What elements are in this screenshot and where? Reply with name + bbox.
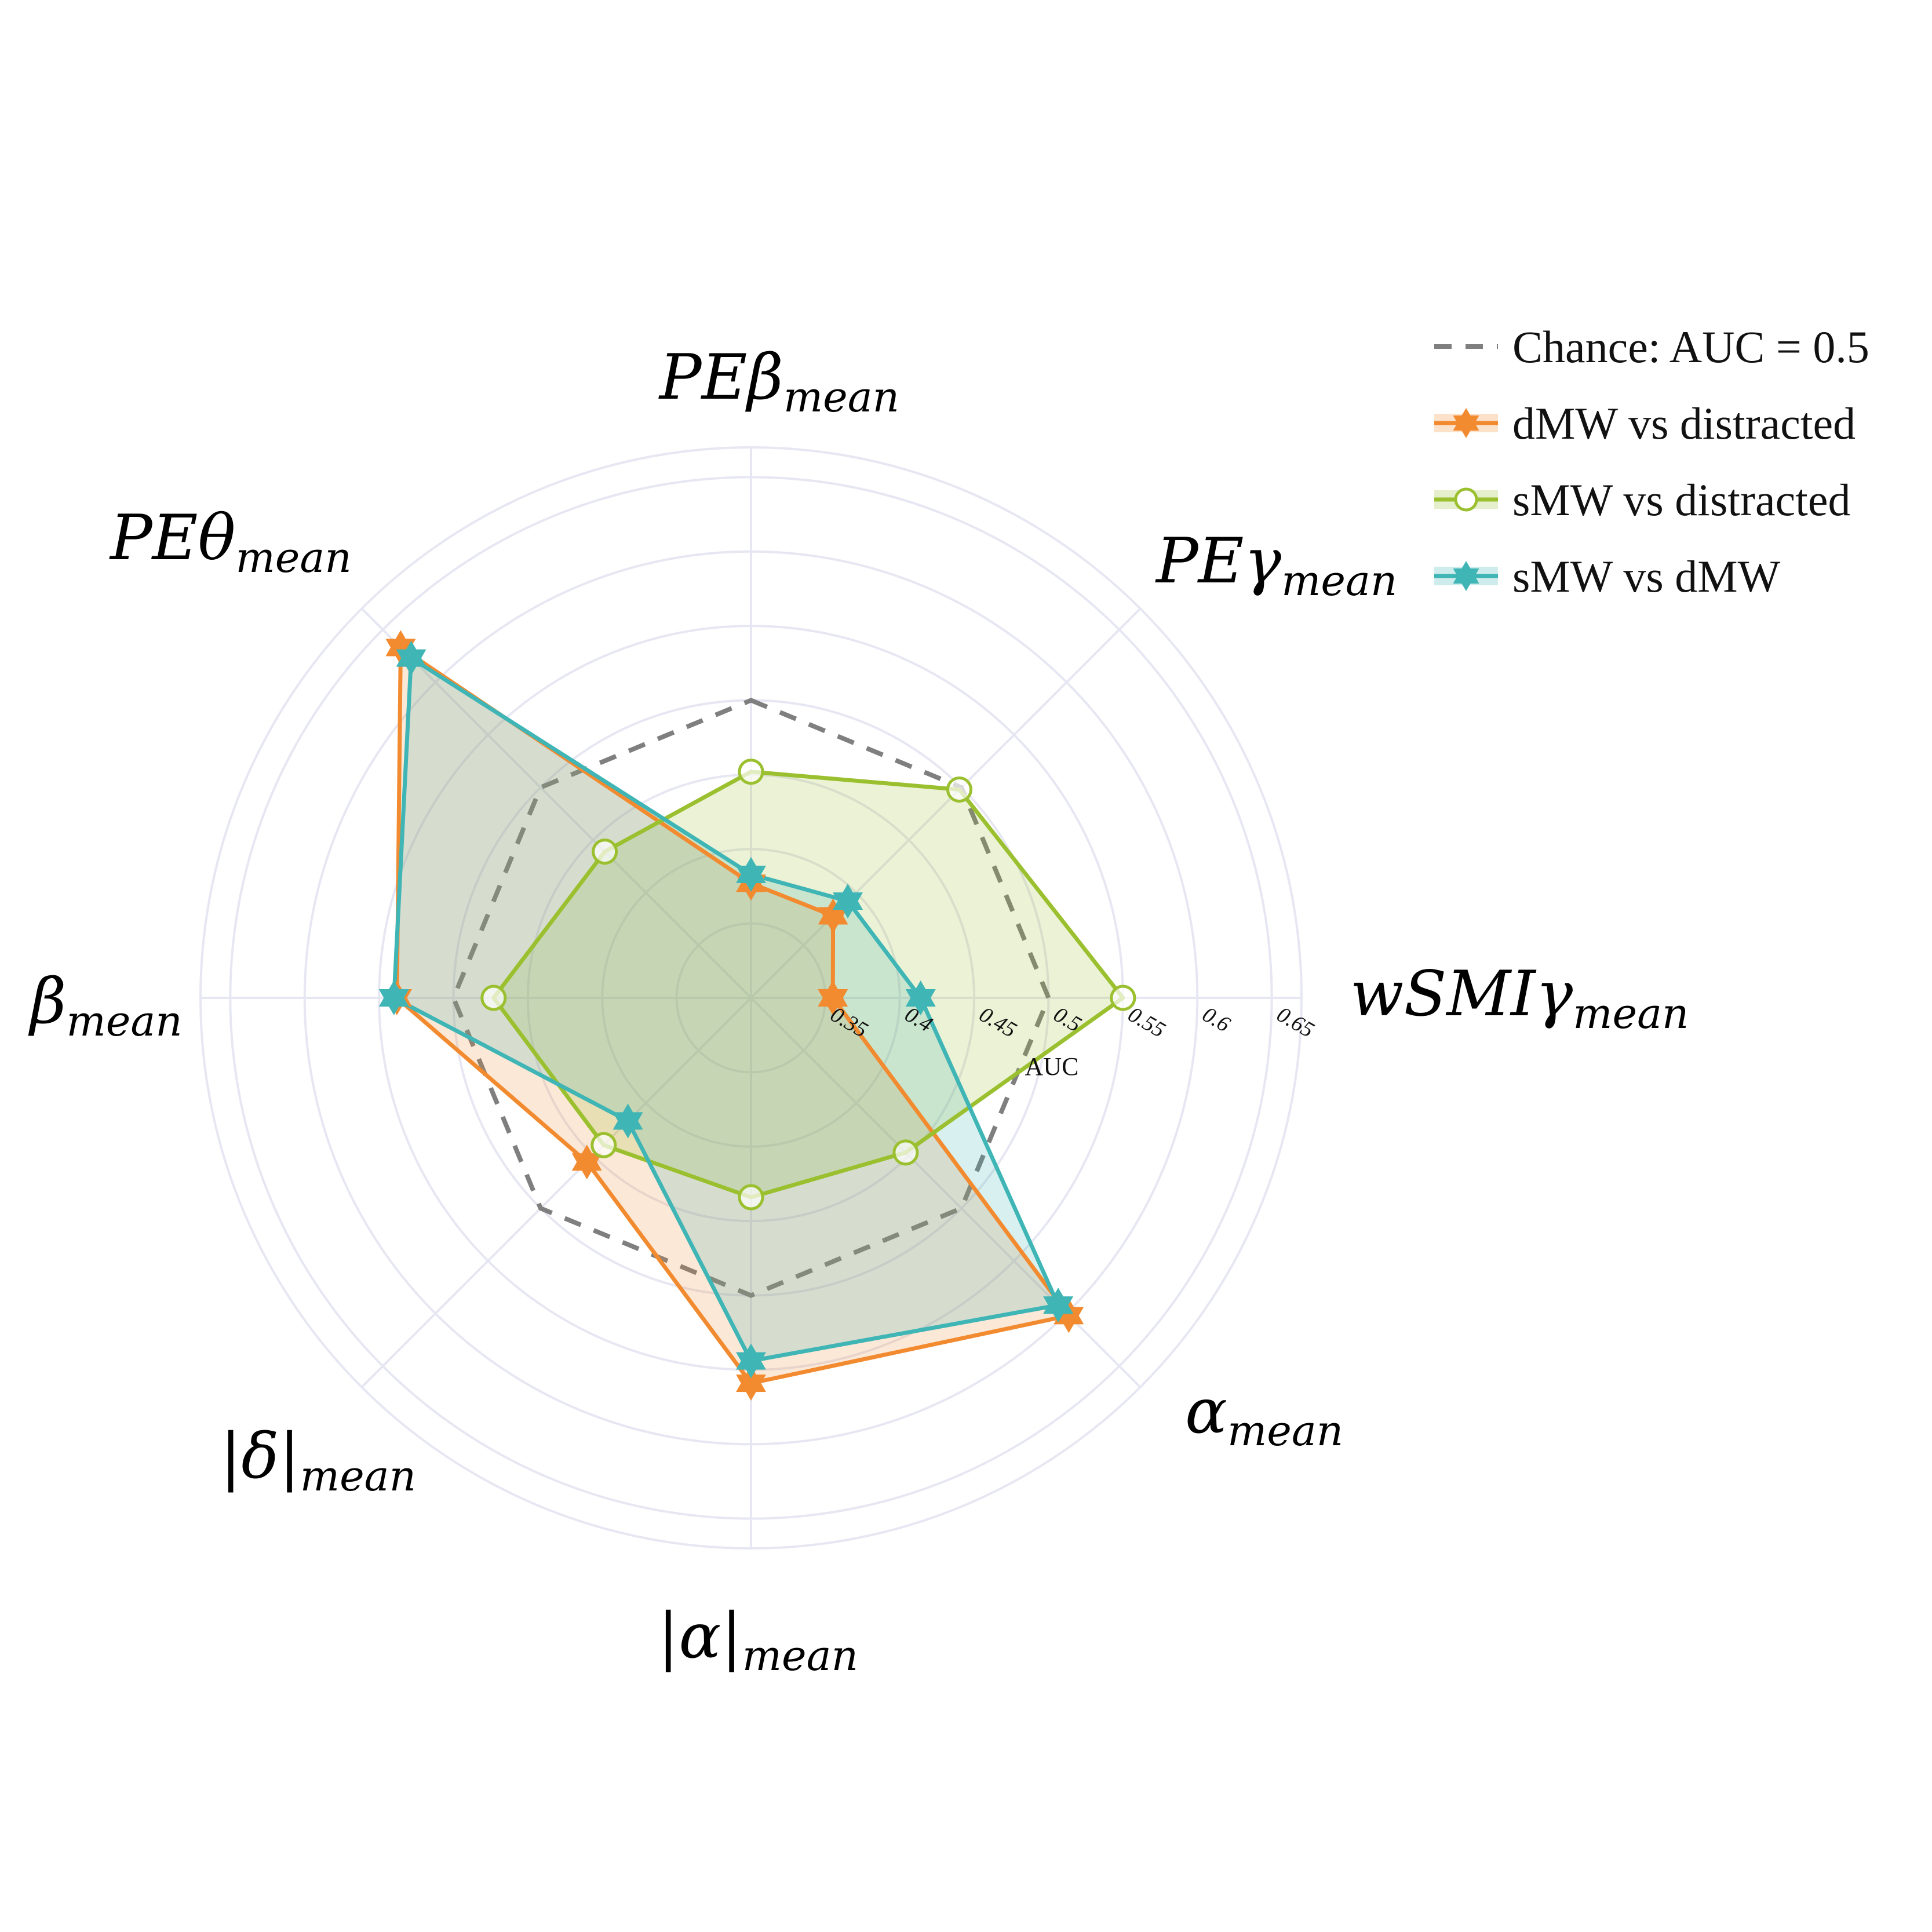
chance-layer bbox=[451, 698, 1051, 1298]
series-fill-smw-vs-dmw bbox=[393, 658, 1059, 1361]
grid-spoke-1 bbox=[750, 607, 1142, 999]
marker-smw-vs-dmw-5 bbox=[613, 1103, 643, 1139]
radial-axis-title: AUC bbox=[1025, 1052, 1079, 1081]
marker-smw-vs-dmw-2 bbox=[905, 980, 936, 1015]
grid-spoke-7 bbox=[360, 607, 752, 999]
legend: Chance: AUC = 0.5 dMW vs distracted sMW vs… bbox=[1434, 322, 1869, 602]
legend-swatch-marker bbox=[1453, 408, 1479, 438]
series-fills bbox=[393, 647, 1123, 1383]
axis-label-main-1: PEγ bbox=[1155, 525, 1282, 597]
axis-label-sub-7: mean bbox=[236, 533, 352, 582]
axis-label-main-4: |α| bbox=[658, 1600, 742, 1672]
legend-label: Chance: AUC = 0.5 bbox=[1512, 322, 1869, 372]
legend-swatch-marker bbox=[1454, 487, 1478, 512]
radar-grid bbox=[199, 446, 1303, 1550]
axis-label-main-2: wSMIγ bbox=[1350, 958, 1573, 1030]
axis-label-4: |α|mean bbox=[658, 1600, 858, 1680]
marker-dmw-vs-distracted-4 bbox=[736, 1366, 766, 1401]
marker-smw-vs-dmw-0 bbox=[736, 856, 766, 892]
axis-label-6: βmean bbox=[28, 965, 183, 1045]
legend-item-smw-vs-dmw: sMW vs dMW bbox=[1434, 551, 1781, 602]
series-fill-dmw-vs-distracted bbox=[396, 647, 1069, 1383]
legend-item-smw-vs-distracted: sMW vs distracted bbox=[1434, 475, 1850, 525]
axis-label-sub-2: mean bbox=[1573, 989, 1689, 1038]
legend-item-chance-auc-0-5: Chance: AUC = 0.5 bbox=[1434, 322, 1869, 372]
axis-label-sub-4: mean bbox=[742, 1631, 858, 1680]
axis-label-5: |δ|mean bbox=[220, 1420, 416, 1500]
marker-smw-vs-distracted-2 bbox=[1110, 985, 1136, 1011]
axis-label-main-5: |δ| bbox=[220, 1420, 300, 1493]
axis-label-main-7: PEθ bbox=[109, 502, 236, 574]
series-fill-smw-vs-distracted bbox=[493, 771, 1123, 1198]
axis-label-1: PEγmean bbox=[1155, 525, 1397, 605]
axis-labels: PEβmeanPEγmeanwSMIγmeanαmean|α|mean|δ|me… bbox=[28, 341, 1689, 1680]
marker-smw-vs-dmw-4 bbox=[736, 1343, 766, 1379]
axis-label-0: PEβmean bbox=[658, 341, 899, 421]
legend-label: sMW vs dMW bbox=[1512, 551, 1781, 602]
axis-label-sub-0: mean bbox=[783, 373, 899, 421]
legend-label: dMW vs distracted bbox=[1512, 398, 1856, 449]
axis-label-2: wSMIγmean bbox=[1350, 958, 1689, 1038]
legend-label: sMW vs distracted bbox=[1512, 475, 1850, 525]
marker-smw-vs-distracted-1 bbox=[946, 777, 972, 803]
marker-smw-vs-distracted-0 bbox=[738, 759, 764, 785]
axis-label-sub-6: mean bbox=[66, 997, 182, 1045]
marker-smw-vs-distracted-3 bbox=[892, 1139, 919, 1166]
marker-smw-vs-dmw-1 bbox=[833, 884, 863, 918]
legend-item-dmw-vs-distracted: dMW vs distracted bbox=[1434, 398, 1856, 449]
axis-label-3: αmean bbox=[1185, 1375, 1343, 1455]
axis-label-sub-1: mean bbox=[1281, 556, 1397, 605]
axis-label-sub-3: mean bbox=[1227, 1406, 1343, 1455]
axis-label-main-3: α bbox=[1185, 1375, 1227, 1448]
marker-dmw-vs-distracted-2 bbox=[818, 980, 848, 1015]
legend-swatch-marker bbox=[1453, 561, 1479, 591]
series-markers bbox=[378, 630, 1136, 1401]
tick-label-5: 0.6 bbox=[1198, 1002, 1234, 1037]
marker-smw-vs-dmw-7 bbox=[396, 640, 427, 676]
chance-line bbox=[451, 698, 1051, 1298]
tick-label-6: 0.65 bbox=[1273, 1002, 1318, 1042]
marker-smw-vs-distracted-5 bbox=[590, 1132, 617, 1158]
axis-label-sub-5: mean bbox=[300, 1452, 416, 1500]
marker-smw-vs-dmw-6 bbox=[378, 980, 409, 1015]
grid-spoke-5 bbox=[360, 997, 752, 1388]
marker-smw-vs-dmw-3 bbox=[1043, 1288, 1074, 1323]
axis-label-main-0: PEβ bbox=[658, 341, 783, 414]
marker-smw-vs-distracted-7 bbox=[592, 839, 618, 865]
axis-label-main-6: β bbox=[28, 965, 66, 1038]
marker-smw-vs-distracted-6 bbox=[480, 985, 507, 1011]
axis-label-7: PEθmean bbox=[109, 502, 352, 582]
marker-smw-vs-distracted-4 bbox=[738, 1184, 764, 1211]
